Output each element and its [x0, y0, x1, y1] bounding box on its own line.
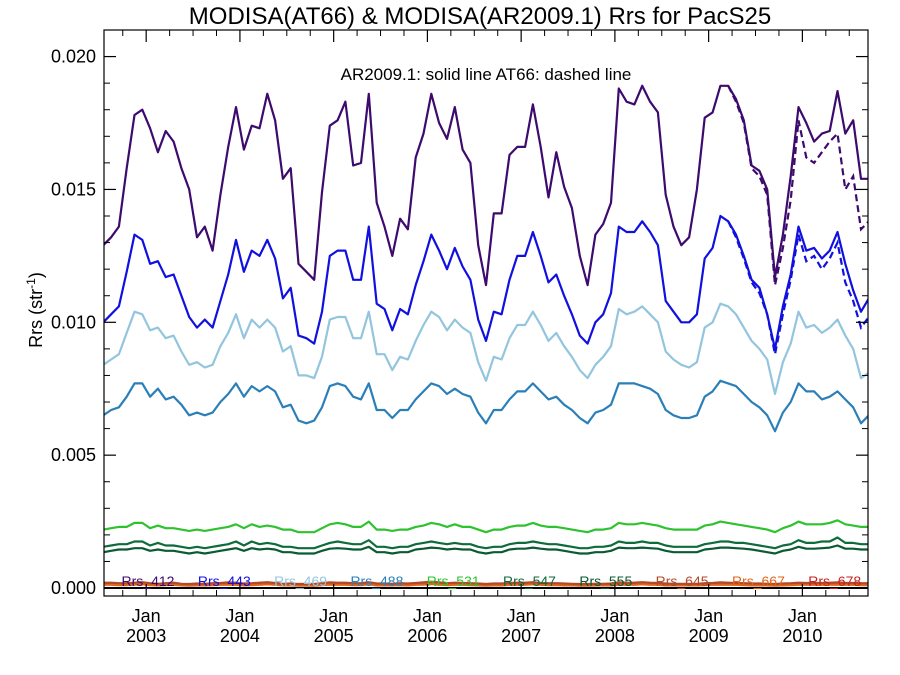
series-dashed-rrs-443 [727, 220, 868, 355]
x-tick-label-year: 2010 [782, 626, 822, 646]
series-line-rrs-488 [104, 379, 868, 433]
series-line-rrs-412 [104, 84, 868, 287]
series-line-rrs-547 [104, 536, 868, 550]
legend-item-rrs-645: Rrs_645 [656, 573, 709, 589]
y-axis-label: Rrs (str-1) [24, 272, 46, 348]
series-line-rrs-555 [104, 544, 868, 555]
x-tick-label-year: 2008 [595, 626, 635, 646]
chart-title: MODISA(AT66) & MODISA(AR2009.1) Rrs for … [189, 3, 771, 30]
legend-item-rrs-547: Rrs_547 [503, 573, 556, 589]
x-tick-label-month: Jan [413, 606, 442, 626]
axes: 0.0000.0050.0100.0150.020Jan2003Jan2004J… [51, 29, 869, 646]
x-tick-label-year: 2006 [407, 626, 447, 646]
x-tick-label-month: Jan [600, 606, 629, 626]
x-tick-label-month: Jan [225, 606, 254, 626]
x-tick-label-year: 2007 [501, 626, 541, 646]
x-tick-label-year: 2005 [314, 626, 354, 646]
y-tick-label: 0.005 [51, 445, 96, 465]
x-tick-label-month: Jan [319, 606, 348, 626]
legend-item-rrs-412: Rrs_412 [122, 573, 175, 589]
legend-item-rrs-531: Rrs_531 [427, 573, 480, 589]
x-tick-label-month: Jan [507, 606, 536, 626]
y-tick-label: 0.015 [51, 179, 96, 199]
legend: Rrs_412 Rrs_443 Rrs_469 Rrs_488 Rrs_531 Rrs_5… [122, 573, 862, 589]
y-axis-label-text: Rrs (str [26, 289, 46, 348]
x-tick-label-year: 2004 [220, 626, 260, 646]
series-line-rrs-645 [104, 580, 868, 586]
plot-area [104, 84, 868, 590]
legend-item-rrs-443: Rrs_443 [198, 573, 251, 589]
legend-item-rrs-667: Rrs_667 [732, 573, 785, 589]
series-line-rrs-469 [104, 302, 868, 396]
legend-item-rrs-488: Rrs_488 [350, 573, 403, 589]
x-tick-label-month: Jan [694, 606, 723, 626]
line-style-annotation: AR2009.1: solid line AT66: dashed line [341, 65, 632, 84]
x-tick-label-year: 2003 [126, 626, 166, 646]
series-line-rrs-667 [104, 582, 868, 587]
y-tick-label: 0.010 [51, 312, 96, 332]
series-line-rrs-443 [104, 214, 868, 350]
legend-item-rrs-469: Rrs_469 [274, 573, 327, 589]
legend-item-rrs-678: Rrs_678 [808, 573, 861, 589]
series-group [104, 84, 868, 590]
series-dashed-rrs-412 [727, 85, 868, 286]
plot-frame [103, 29, 869, 597]
y-axis-label-superscript: -1 [24, 278, 38, 289]
y-axis-label-close: ) [26, 272, 46, 278]
y-tick-label: 0.000 [51, 578, 96, 598]
legend-item-rrs-555: Rrs_555 [579, 573, 632, 589]
series-line-rrs-531 [104, 519, 868, 534]
x-tick-label-year: 2009 [689, 626, 729, 646]
x-tick-label-month: Jan [788, 606, 817, 626]
x-tick-label-month: Jan [132, 606, 161, 626]
y-tick-label: 0.020 [51, 47, 96, 67]
